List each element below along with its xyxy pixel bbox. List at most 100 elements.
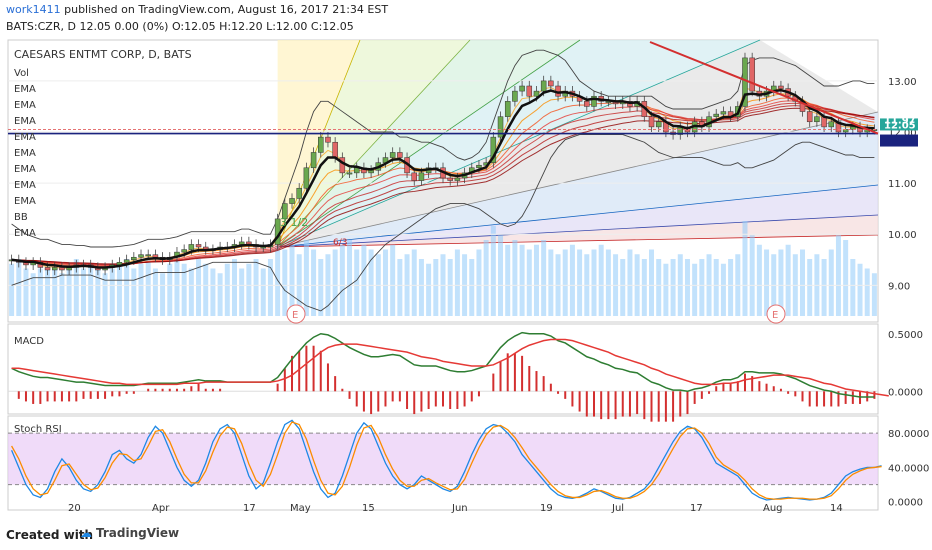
volume-bar [778,249,784,316]
bollinger-band-line [11,134,875,312]
candle-body [188,244,195,250]
earnings-marker [766,304,786,324]
volume-bar [469,259,475,316]
candle-body [548,80,554,87]
earnings-marker [286,304,306,324]
candle-body [346,172,353,175]
volume-bar [728,259,734,316]
candle-body [713,113,719,117]
candle-body [51,267,58,271]
legend-item: EMA [14,132,36,143]
macd-signal-line [11,338,889,397]
earnings-marker-label: E [292,310,298,321]
candle-body [238,241,245,245]
volume-bar [490,225,496,316]
candle-body [411,172,417,181]
volume-bar [217,273,223,316]
volume-bar [289,244,295,316]
ema-fast-line [11,88,875,269]
volume-bar [246,263,252,316]
resistance-trendline [649,41,879,135]
fan-line [277,39,761,248]
volume-bar [131,268,137,316]
candle-body [332,141,338,158]
volume-bar [66,263,72,316]
volume-bar [548,249,554,316]
earnings-marker-label: E [772,310,778,321]
volume-bar [152,268,158,316]
volume-bar [368,249,374,316]
price-tag-label: 12.05 [884,120,916,131]
candle-body [195,244,202,248]
candle-body [131,256,137,261]
volume-bar [598,244,604,316]
volume-bar [533,244,539,316]
volume-bar [23,268,29,316]
volume-bar [541,240,547,316]
candle-body [850,126,856,130]
volume-bar [447,259,453,316]
volume-bar [188,268,194,316]
volume-bar [649,249,655,316]
ohlc-line: BATS:CZR, D 12.05 0.00 (0%) O:12.05 H:12… [6,20,354,33]
volume-bar [390,244,396,316]
x-axis-tick-label: 17 [690,503,703,514]
tradingview-logo[interactable]: ☁ TradingView [80,526,179,540]
volume-bar [80,268,86,316]
volume-bar [512,240,518,316]
candle-body [655,121,662,128]
candle-body [519,85,525,92]
candle-body [648,116,655,128]
author-name[interactable]: work1411 [6,3,61,16]
price-tag-label: 11.97 [884,116,916,127]
volume-bar [526,249,532,316]
volume-bar [857,263,863,316]
candle-body [145,254,151,257]
price-axis-tick-label: 13.00 [888,77,917,88]
price-axis-tick-label: 10.00 [888,230,917,241]
candle-body [339,157,346,174]
volume-bar [303,240,309,316]
stoch-axis-tick-label: 40.0000 [888,463,929,474]
volume-bar [454,249,460,316]
volume-bar [361,244,367,316]
x-axis-tick-label: May [290,503,311,514]
fan-line [277,234,879,248]
volume-bar [605,249,611,316]
candle-body [814,116,820,123]
volume-bar [224,263,230,316]
volume-bar [713,259,719,316]
volume-bar [411,249,417,316]
price-tag [880,118,918,131]
fan-line [277,111,879,248]
candle-body [584,101,590,107]
x-axis-tick-label: Aug [763,503,783,514]
volume-bar [174,259,180,316]
volume-bar [627,249,633,316]
candle-body [181,249,187,253]
candle-body [152,254,159,258]
volume-bar [347,240,353,316]
volume-bar [196,259,202,316]
legend-item: BB [14,212,28,223]
fan-line [277,184,879,248]
candle-body [310,152,317,169]
candle-body [828,121,835,128]
volume-bar [253,259,259,316]
volume-bar [742,221,748,316]
volume-bar [864,268,870,316]
candle-body [138,254,144,258]
volume-bar [311,249,317,316]
volume-bar [684,259,690,316]
volume-bar [116,263,122,316]
volume-bar [591,249,597,316]
candle-body [123,259,130,263]
volume-bar [181,263,187,316]
volume-bar [785,244,791,316]
volume-bar [267,259,273,316]
volume-bar [102,273,108,316]
volume-bar [109,268,115,316]
volume-bar [318,259,324,316]
volume-bar [699,259,705,316]
